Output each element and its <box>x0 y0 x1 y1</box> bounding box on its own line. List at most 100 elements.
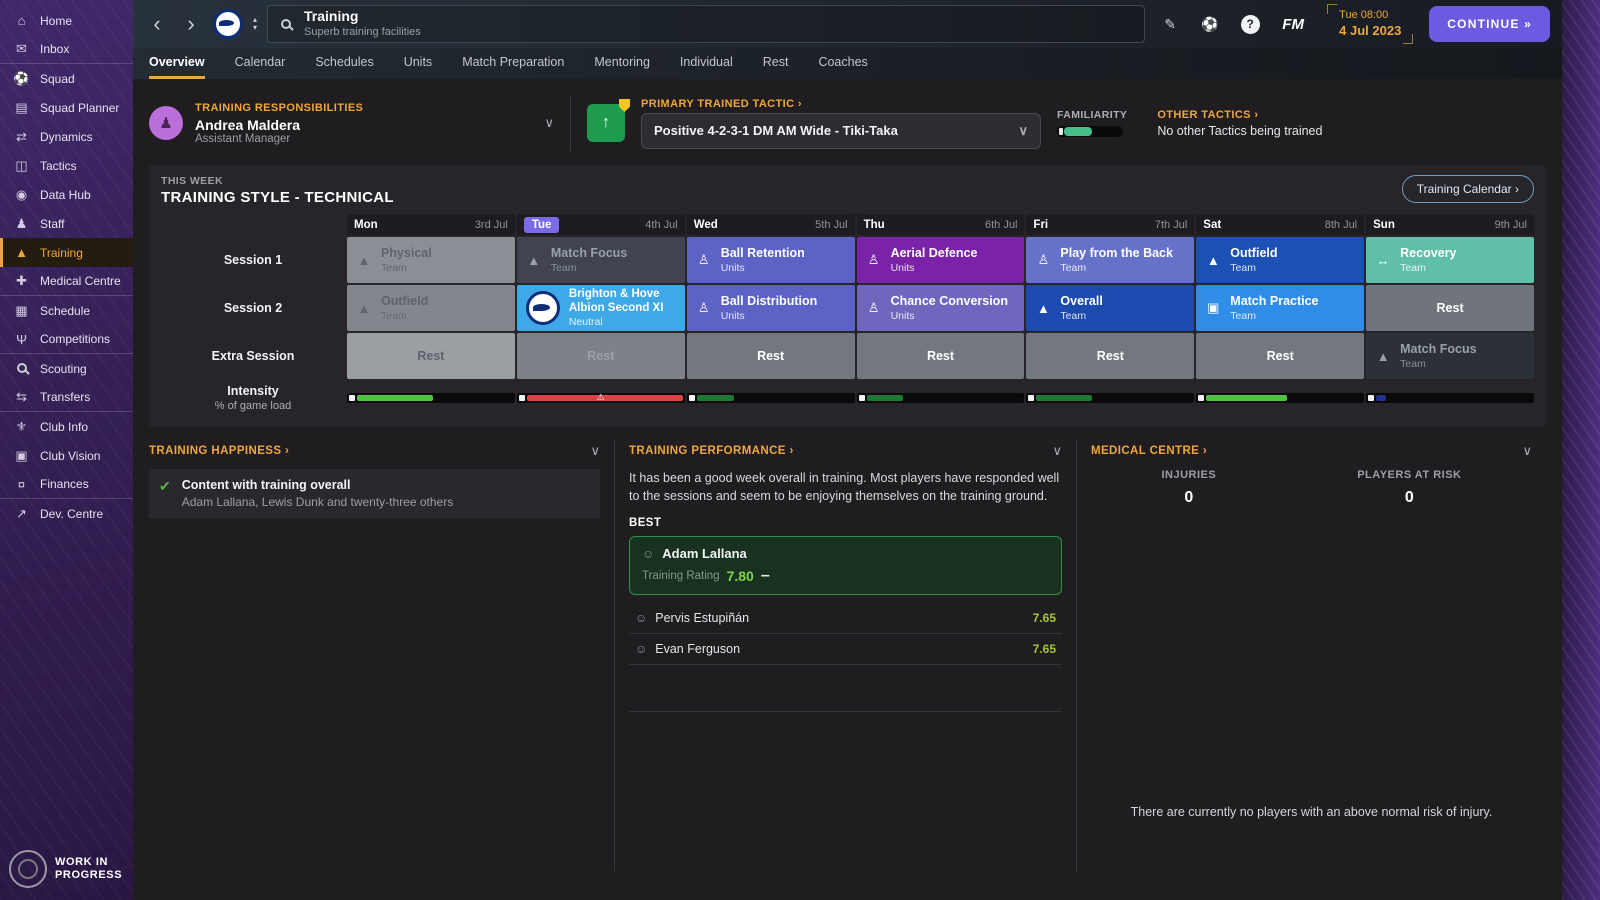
happiness-item[interactable]: ✔ Content with training overall Adam Lal… <box>149 469 600 518</box>
page-subtitle: Superb training facilities <box>304 25 421 38</box>
best-player-card[interactable]: ☺ Adam Lallana Training Rating 7.80 – <box>629 536 1062 596</box>
tactic-dropdown[interactable]: Positive 4-2-3-1 DM AM Wide - Tiki-Taka … <box>641 112 1041 149</box>
sidebar-item-schedule[interactable]: ▦ Schedule <box>0 296 133 325</box>
session-cell[interactable]: ♙ Ball Distribution Units <box>686 285 855 331</box>
tab-individual[interactable]: Individual <box>679 55 733 69</box>
chevron-right-icon: › <box>1202 445 1208 457</box>
continue-button[interactable]: CONTINUE » <box>1429 6 1550 42</box>
rest-cell[interactable]: Rest <box>856 333 1025 379</box>
other-tactics-label[interactable]: OTHER TACTICS › <box>1157 108 1259 121</box>
tab-schedules[interactable]: Schedules <box>315 55 374 69</box>
sidebar-item-label: Medical Centre <box>40 274 121 288</box>
sidebar-item-dev-centre[interactable]: ↗ Dev. Centre <box>0 499 133 528</box>
person-icon: ♟ <box>159 115 173 132</box>
sidebar-item-transfers[interactable]: ⇆ Transfers <box>0 383 133 412</box>
sidebar-item-label: Dev. Centre <box>40 506 104 521</box>
other-tactics-value: No other Tactics being trained <box>1157 123 1323 138</box>
chevron-down-icon[interactable]: ∨ <box>544 115 554 130</box>
tab-coaches[interactable]: Coaches <box>818 55 868 69</box>
training-happiness-panel: TRAINING HAPPINESS › ∨ ✔ Content with tr… <box>149 439 614 871</box>
tab-calendar[interactable]: Calendar <box>234 55 286 69</box>
medical-centre-title[interactable]: MEDICAL CENTRE › <box>1091 445 1208 457</box>
forward-button[interactable]: › <box>187 11 195 36</box>
performance-title[interactable]: TRAINING PERFORMANCE › <box>629 445 794 457</box>
session-cell[interactable]: ▲ Physical Team <box>347 237 515 283</box>
rest-cell[interactable]: Rest <box>686 333 855 379</box>
training-rating-label: Training Rating <box>642 570 720 583</box>
arrows-icon: ⇄ <box>16 128 27 144</box>
chevron-up-icon: ▴ <box>253 15 258 24</box>
sidebar-item-competitions[interactable]: Ψ Competitions <box>0 325 133 354</box>
player-row[interactable]: ☺ Pervis Estupiñán 7.65 <box>629 603 1062 635</box>
session-title: Rest <box>757 348 785 363</box>
session-cell[interactable]: ♙ Ball Retention Units <box>686 237 855 283</box>
session-cell[interactable]: ↔ Recovery Team <box>1366 237 1534 283</box>
tab-rest[interactable]: Rest <box>762 55 789 69</box>
sidebar-item-staff[interactable]: ♟ Staff <box>0 209 133 238</box>
session-cell[interactable]: ♙ Play from the Back Team <box>1026 237 1195 283</box>
training-calendar-button[interactable]: Training Calendar › <box>1401 175 1534 203</box>
sidebar-item-data-hub[interactable]: ◉ Data Hub <box>0 180 133 209</box>
growth-icon: ↗ <box>16 505 27 521</box>
happiness-title[interactable]: TRAINING HAPPINESS › <box>149 445 290 457</box>
session-cell[interactable]: ▲ Outfield Team <box>347 285 515 331</box>
session-cell[interactable]: ▣ Match Practice Team <box>1196 285 1365 331</box>
rest-cell[interactable]: Rest <box>1026 333 1195 379</box>
day-name: Wed <box>693 218 718 231</box>
rest-cell[interactable]: Rest <box>1366 285 1534 331</box>
sidebar-item-squad[interactable]: ⚽ Squad <box>0 64 133 93</box>
sidebar-item-club-info[interactable]: ⚜ Club Info <box>0 412 133 441</box>
sidebar-item-dynamics[interactable]: ⇄ Dynamics <box>0 122 133 151</box>
best-label: BEST <box>629 517 662 530</box>
session-cell[interactable]: ▲ Match Focus Team <box>1366 333 1534 379</box>
sidebar-item-home[interactable]: ⌂ Home <box>0 6 133 35</box>
chevron-down-icon[interactable]: ∨ <box>1522 443 1532 458</box>
day-header-wed: Wed 5th Jul <box>686 214 855 235</box>
match-cell[interactable]: Brighton & Hove Albion Second XI Neutral <box>516 285 685 331</box>
tab-mentoring[interactable]: Mentoring <box>594 55 650 69</box>
sidebar-item-squad-planner[interactable]: ▤ Squad Planner <box>0 93 133 122</box>
recovery-icon: ↔ <box>1376 252 1390 268</box>
primary-tactic-label[interactable]: PRIMARY TRAINED TACTIC › <box>641 97 802 110</box>
rest-cell[interactable]: Rest <box>1196 333 1365 379</box>
session-cell[interactable]: ▲ Outfield Team <box>1196 237 1365 283</box>
performance-summary: It has been a good week overall in train… <box>629 471 1060 504</box>
pitch-icon: ◫ <box>15 157 28 173</box>
session-cell[interactable]: ▲ Overall Team <box>1026 285 1195 331</box>
session-cell[interactable]: ♙ Aerial Defence Units <box>856 237 1025 283</box>
sidebar-item-training[interactable]: ▲ Training <box>0 238 133 267</box>
club-switcher[interactable]: ▴ ▾ <box>253 16 257 32</box>
tab-units[interactable]: Units <box>403 55 433 69</box>
search-title-bar[interactable]: Training Superb training facilities <box>267 5 1146 43</box>
club-badge[interactable] <box>213 9 243 39</box>
player-rating: 7.65 <box>1032 611 1056 626</box>
world-icon[interactable]: ⚽ <box>1201 15 1219 32</box>
session-cell[interactable]: ▲ Match Focus Team <box>516 237 685 283</box>
intensity-row-label: Intensity % of game load <box>161 381 345 415</box>
session-cell[interactable]: ♙ Chance Conversion Units <box>856 285 1025 331</box>
sidebar-item-label: Data Hub <box>40 187 91 202</box>
edit-icon[interactable]: ✎ <box>1164 15 1176 32</box>
help-icon[interactable]: ? <box>1235 14 1265 34</box>
tab-match-preparation[interactable]: Match Preparation <box>462 55 565 69</box>
day-date: 3rd Jul <box>474 218 508 231</box>
sidebar-item-tactics[interactable]: ◫ Tactics <box>0 151 133 180</box>
back-button[interactable]: ‹ <box>153 11 161 36</box>
player-row[interactable]: ☺ Evan Ferguson 7.65 <box>629 634 1062 666</box>
sidebar-item-finances[interactable]: ¤ Finances <box>0 470 133 499</box>
happiness-item-title: Content with training overall <box>181 478 351 492</box>
fm-logo[interactable]: FM <box>1282 15 1304 33</box>
sidebar-item-scouting[interactable]: Scouting <box>0 354 133 383</box>
session-subtitle: Team <box>1060 309 1087 322</box>
responsibilities-label[interactable]: TRAINING RESPONSIBILITIES <box>195 101 364 114</box>
chevron-down-icon[interactable]: ∨ <box>1052 443 1062 458</box>
player-icon: ♙ <box>697 300 710 315</box>
sidebar-item-inbox[interactable]: ✉ Inbox <box>0 35 133 64</box>
rest-cell[interactable]: Rest <box>347 333 515 379</box>
rest-cell[interactable]: Rest <box>516 333 685 379</box>
familiarity-label: FAMILIARITY <box>1057 109 1128 121</box>
sidebar-item-medical-centre[interactable]: ✚ Medical Centre <box>0 267 133 296</box>
tab-overview[interactable]: Overview <box>149 48 205 79</box>
sidebar-item-club-vision[interactable]: ▣ Club Vision <box>0 441 133 470</box>
chevron-down-icon[interactable]: ∨ <box>590 443 600 458</box>
